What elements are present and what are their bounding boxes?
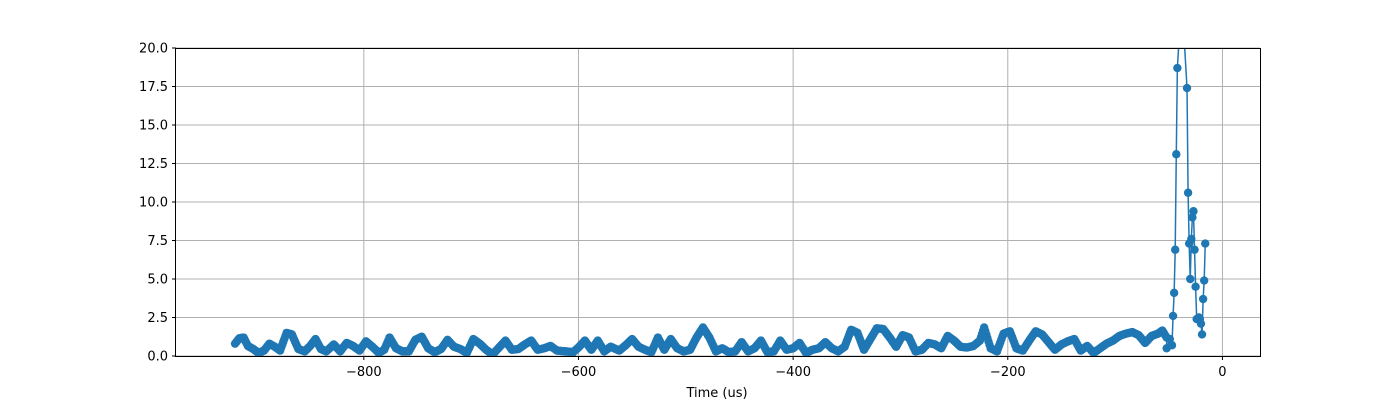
data-point bbox=[1201, 239, 1210, 248]
x-tick-label: −600 bbox=[561, 365, 597, 380]
series-line bbox=[234, 48, 1207, 356]
x-tick-label: −200 bbox=[990, 365, 1026, 380]
y-tick-label: 15.0 bbox=[139, 119, 168, 134]
y-tick-label: 0.0 bbox=[147, 350, 168, 365]
data-point bbox=[1187, 234, 1196, 244]
data-point bbox=[1186, 274, 1195, 284]
data-point bbox=[1169, 288, 1179, 298]
data-point bbox=[1167, 341, 1177, 350]
data-point bbox=[1190, 245, 1199, 254]
data-point bbox=[1171, 245, 1180, 254]
series-markers bbox=[230, 0, 1210, 356]
x-tick-label: 0 bbox=[1218, 365, 1226, 380]
data-point bbox=[1173, 63, 1182, 73]
data-point bbox=[1175, 28, 1183, 36]
data-point bbox=[1199, 276, 1209, 285]
data-point bbox=[1183, 188, 1193, 197]
data-point bbox=[1177, 0, 1185, 6]
y-axis-ticks: 0.0 2.5 5.0 7.5 10.0 12.5 15.0 17.5 20.0 bbox=[139, 42, 176, 365]
y-tick-label: 20.0 bbox=[139, 42, 168, 57]
x-axis-ticks: −800 −600 −400 −200 0 bbox=[346, 356, 1227, 380]
data-point bbox=[1191, 282, 1200, 291]
series-time-trace bbox=[230, 0, 1210, 356]
data-point bbox=[1189, 207, 1198, 216]
y-tick-label: 5.0 bbox=[147, 273, 168, 288]
data-point bbox=[1182, 83, 1192, 93]
x-tick-label: −400 bbox=[775, 365, 811, 380]
data-point bbox=[1198, 294, 1208, 304]
x-axis-label: Time (us) bbox=[685, 386, 747, 400]
y-tick-label: 2.5 bbox=[147, 311, 168, 326]
y-tick-label: 7.5 bbox=[147, 234, 168, 249]
y-tick-label: 10.0 bbox=[139, 196, 168, 211]
data-point bbox=[1172, 150, 1181, 159]
data-point bbox=[1168, 311, 1178, 321]
grid-lines bbox=[176, 47, 1260, 357]
data-point bbox=[1180, 28, 1188, 36]
y-tick-label: 17.5 bbox=[139, 80, 168, 95]
y-tick-label: 12.5 bbox=[139, 157, 168, 172]
data-point bbox=[1196, 319, 1206, 328]
x-tick-label: −800 bbox=[346, 365, 382, 380]
data-point bbox=[1197, 330, 1207, 339]
